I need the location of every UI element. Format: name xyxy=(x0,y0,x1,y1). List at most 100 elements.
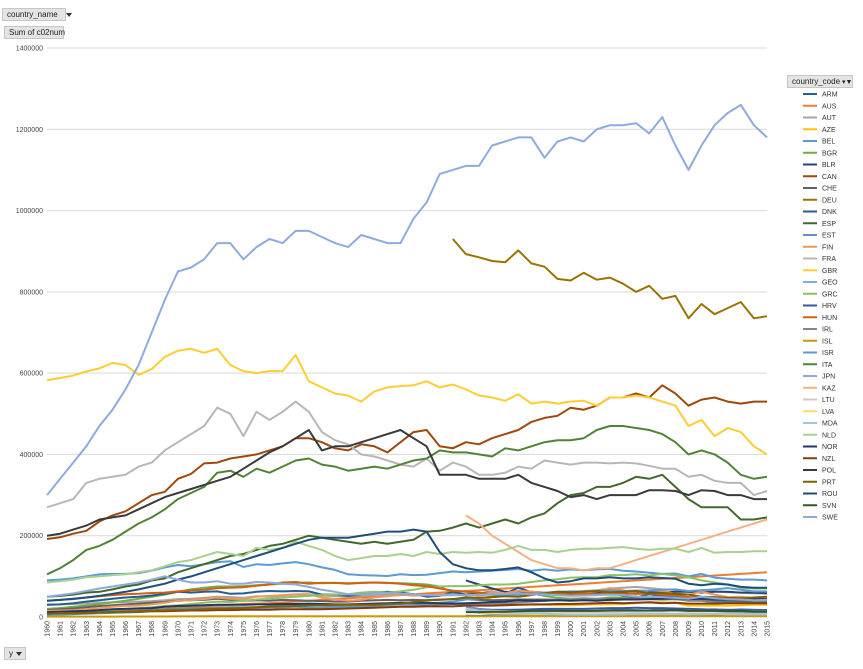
x-tick-label: 1996 xyxy=(516,621,523,637)
country-name-filter-button[interactable]: country_name xyxy=(2,8,72,21)
x-tick-label: 2014 xyxy=(751,621,758,637)
x-tick-label: 1976 xyxy=(254,621,261,637)
x-tick-label: 2015 xyxy=(765,621,772,637)
x-tick-label: 1992 xyxy=(463,621,470,637)
series-line-rou xyxy=(46,528,767,602)
legend-item-hun: HUN xyxy=(822,315,837,322)
value-field-label: Sum of c02num xyxy=(9,28,66,37)
x-tick-label: 1997 xyxy=(529,621,536,637)
value-field-button[interactable]: Sum of c02num xyxy=(4,26,66,39)
x-tick-label: 2006 xyxy=(647,621,654,637)
x-axis: 1960 1961 1962 1963 1964 1965 1966 1967 1968 1969… xyxy=(45,621,772,637)
x-tick-label: 1986 xyxy=(385,621,392,637)
x-tick-label: 1994 xyxy=(490,621,497,637)
x-tick-label: 2007 xyxy=(660,621,667,637)
x-tick-label: 1988 xyxy=(411,621,418,637)
y-tick-label: 400000 xyxy=(20,452,43,459)
x-tick-label: 1969 xyxy=(162,621,169,637)
series-line-isl xyxy=(47,615,767,618)
x-tick-label: 1962 xyxy=(71,621,78,637)
x-tick-label: 1963 xyxy=(84,621,91,637)
x-tick-label: 1995 xyxy=(503,621,510,637)
x-tick-label: 1968 xyxy=(149,621,156,637)
x-tick-label: 1979 xyxy=(293,621,300,637)
x-tick-label: 1985 xyxy=(372,621,379,637)
series-line-gbr xyxy=(46,347,768,456)
x-tick-label: 1980 xyxy=(306,621,313,637)
legend-item-deu: DEU xyxy=(822,197,837,204)
x-tick-label: 2000 xyxy=(568,621,575,637)
legend-item-can: CAN xyxy=(822,174,837,181)
series-line-svn xyxy=(465,609,767,614)
x-tick-label: 1982 xyxy=(333,621,340,637)
x-tick-label: 1987 xyxy=(398,621,405,637)
series-line-hrv xyxy=(465,606,767,612)
x-tick-label: 1993 xyxy=(477,621,484,637)
series-line-deu xyxy=(452,238,768,320)
x-tick-label: 2004 xyxy=(621,621,628,637)
legend-item-esp: ESP xyxy=(822,221,836,228)
y-tick-label: 1000000 xyxy=(16,208,43,215)
legend-item-pol: POL xyxy=(822,468,836,475)
x-tick-label: 1981 xyxy=(319,621,326,637)
legend-item-grc: GRC xyxy=(822,291,838,298)
x-tick-label: 1972 xyxy=(202,621,209,637)
legend-item-swe: SWE xyxy=(822,515,838,522)
legend-item-rou: ROU xyxy=(822,491,838,498)
x-tick-label: 1975 xyxy=(241,621,248,637)
x-tick-label: 1989 xyxy=(424,621,431,637)
legend-item-bel: BEL xyxy=(822,139,835,146)
x-tick-label: 2003 xyxy=(607,621,614,637)
x-tick-label: 1967 xyxy=(136,621,143,637)
legend-item-aus: AUS xyxy=(822,103,837,110)
series-line-jpn xyxy=(46,103,768,496)
country-code-legend-button[interactable]: country_code ▾▼ xyxy=(787,75,853,88)
legend-item-fin: FIN xyxy=(822,244,833,251)
x-tick-label: 1966 xyxy=(123,621,130,637)
x-tick-label: 2008 xyxy=(673,621,680,637)
x-tick-label: 2011 xyxy=(712,621,719,636)
x-tick-label: 2001 xyxy=(581,621,588,637)
legend-item-est: EST xyxy=(822,233,836,240)
legend-item-blr: BLR xyxy=(822,162,836,169)
x-tick-label: 2002 xyxy=(594,621,601,637)
series-line-swe xyxy=(46,575,768,602)
legend-item-dnk: DNK xyxy=(822,209,837,216)
legend-item-nzl: NZL xyxy=(822,456,835,463)
legend-item-mda: MDA xyxy=(822,421,838,428)
y-tick-label: 200000 xyxy=(20,533,43,540)
x-tick-label: 2012 xyxy=(725,621,732,637)
y-axis: 0 200000 400000 600000 800000 1000000 1200000 1… xyxy=(16,46,43,622)
x-tick-label: 1974 xyxy=(228,621,235,637)
x-tick-label: 2010 xyxy=(699,621,706,637)
chevron-down-icon xyxy=(16,651,22,656)
x-tick-label: 1965 xyxy=(110,621,117,637)
series-line-kaz xyxy=(465,514,768,572)
legend-item-aut: AUT xyxy=(822,115,837,122)
series-line-bel xyxy=(46,560,768,582)
legend-item-jpn: JPN xyxy=(822,374,835,381)
series-lines xyxy=(46,103,768,618)
y-tick-label: 0 xyxy=(39,615,43,622)
series-line-pol xyxy=(46,429,767,537)
series-line-nld xyxy=(46,540,767,584)
x-tick-label: 1999 xyxy=(555,621,562,637)
legend-item-gbr: GBR xyxy=(822,268,837,275)
legend-item-ltu: LTU xyxy=(822,397,835,404)
filter-icon: ▾▼ xyxy=(842,79,853,86)
legend-item-kaz: KAZ xyxy=(822,385,836,392)
legend-item-fra: FRA xyxy=(822,256,836,263)
x-tick-label: 1984 xyxy=(359,621,366,637)
series-line-ita xyxy=(46,425,768,576)
x-tick-label: 1990 xyxy=(437,621,444,637)
legend-item-nor: NOR xyxy=(822,444,838,451)
x-tick-label: 1960 xyxy=(45,621,52,637)
gridlines xyxy=(47,47,767,618)
axis-field-button[interactable]: y xyxy=(4,647,26,660)
x-tick-label: 1961 xyxy=(58,621,65,637)
x-tick-label: 1971 xyxy=(189,621,196,637)
legend-item-irl: IRL xyxy=(822,327,833,334)
x-tick-label: 2005 xyxy=(634,621,641,637)
y-tick-label: 1200000 xyxy=(16,127,43,134)
